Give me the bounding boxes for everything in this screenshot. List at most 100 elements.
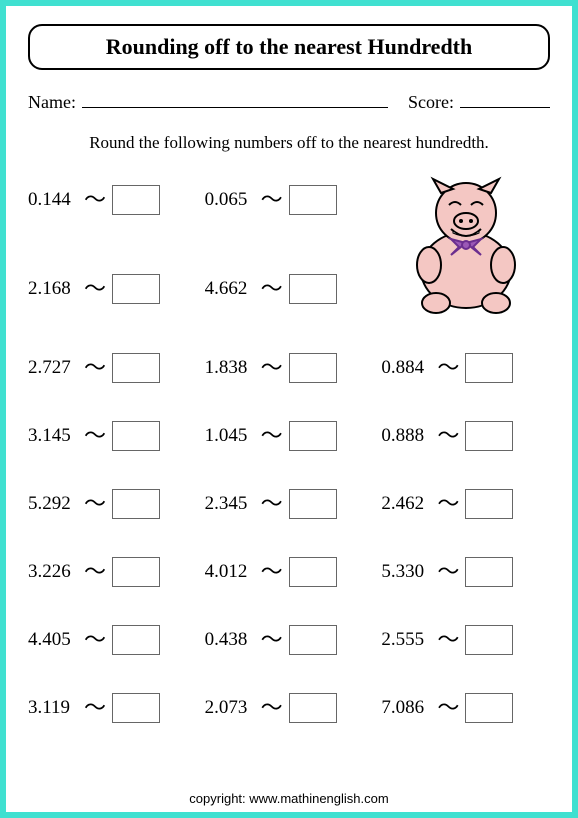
answer-box[interactable]	[112, 489, 160, 519]
problem-number: 1.045	[205, 425, 257, 447]
answer-box[interactable]	[112, 693, 160, 723]
answer-box[interactable]	[289, 353, 337, 383]
approx-symbol: 〜	[437, 697, 459, 719]
answer-box[interactable]	[289, 557, 337, 587]
answer-box[interactable]	[289, 185, 337, 215]
pig-illustration	[381, 175, 550, 315]
name-input-line[interactable]	[82, 88, 388, 108]
problem: 1.045〜	[205, 421, 374, 451]
problem-number: 4.012	[205, 561, 257, 583]
problem: 0.438〜	[205, 625, 374, 655]
approx-symbol: 〜	[84, 425, 106, 447]
problem: 5.292〜	[28, 489, 197, 519]
problem-number: 2.727	[28, 357, 80, 379]
problem-number: 5.292	[28, 493, 80, 515]
problem: 7.086〜	[381, 693, 550, 723]
answer-box[interactable]	[465, 421, 513, 451]
approx-symbol: 〜	[261, 561, 283, 583]
approx-symbol: 〜	[84, 357, 106, 379]
approx-symbol: 〜	[261, 629, 283, 651]
approx-symbol: 〜	[261, 357, 283, 379]
answer-box[interactable]	[465, 693, 513, 723]
problem: 2.168〜	[28, 264, 197, 315]
problem-number: 0.884	[381, 357, 433, 379]
problem: 2.555〜	[381, 625, 550, 655]
approx-symbol: 〜	[84, 697, 106, 719]
problems-grid: 0.144〜0.065〜 2.168〜4.662〜2.727〜1.838〜0.8…	[28, 175, 550, 723]
answer-box[interactable]	[112, 353, 160, 383]
problem-number: 4.405	[28, 629, 80, 651]
pig-icon	[401, 175, 531, 315]
answer-box[interactable]	[465, 489, 513, 519]
copyright-text: copyright: www.mathinenglish.com	[6, 791, 572, 806]
answer-box[interactable]	[465, 625, 513, 655]
answer-box[interactable]	[465, 557, 513, 587]
answer-box[interactable]	[289, 693, 337, 723]
problem-number: 3.119	[28, 697, 80, 719]
problem: 0.065〜	[205, 175, 374, 226]
problem-number: 2.555	[381, 629, 433, 651]
problem: 2.727〜	[28, 353, 197, 383]
approx-symbol: 〜	[261, 425, 283, 447]
answer-box[interactable]	[112, 557, 160, 587]
title-text: Rounding off to the nearest Hundredth	[106, 34, 473, 59]
problem-number: 2.168	[28, 278, 80, 300]
answer-box[interactable]	[289, 274, 337, 304]
approx-symbol: 〜	[437, 357, 459, 379]
problem-number: 2.462	[381, 493, 433, 515]
approx-symbol: 〜	[437, 493, 459, 515]
problem: 0.884〜	[381, 353, 550, 383]
answer-box[interactable]	[112, 185, 160, 215]
problem: 2.462〜	[381, 489, 550, 519]
score-label: Score:	[408, 92, 454, 113]
approx-symbol: 〜	[84, 189, 106, 211]
problem: 5.330〜	[381, 557, 550, 587]
problem: 1.838〜	[205, 353, 374, 383]
problem-number: 3.145	[28, 425, 80, 447]
problem-number: 0.144	[28, 189, 80, 211]
approx-symbol: 〜	[437, 629, 459, 651]
problem-number: 5.330	[381, 561, 433, 583]
approx-symbol: 〜	[261, 189, 283, 211]
approx-symbol: 〜	[261, 493, 283, 515]
problem-number: 7.086	[381, 697, 433, 719]
problem: 0.888〜	[381, 421, 550, 451]
worksheet-frame: Rounding off to the nearest Hundredth Na…	[0, 0, 578, 818]
name-label: Name:	[28, 92, 76, 113]
problem: 3.119〜	[28, 693, 197, 723]
problem: 4.012〜	[205, 557, 374, 587]
approx-symbol: 〜	[261, 697, 283, 719]
instruction-text: Round the following numbers off to the n…	[28, 133, 550, 153]
answer-box[interactable]	[465, 353, 513, 383]
score-input-line[interactable]	[460, 88, 550, 108]
approx-symbol: 〜	[437, 561, 459, 583]
approx-symbol: 〜	[437, 425, 459, 447]
approx-symbol: 〜	[84, 493, 106, 515]
problem: 2.345〜	[205, 489, 374, 519]
problem: 4.405〜	[28, 625, 197, 655]
problem: 3.226〜	[28, 557, 197, 587]
problem-number: 2.073	[205, 697, 257, 719]
answer-box[interactable]	[289, 421, 337, 451]
approx-symbol: 〜	[261, 278, 283, 300]
problem: 0.144〜	[28, 175, 197, 226]
problem-number: 0.438	[205, 629, 257, 651]
problem: 3.145〜	[28, 421, 197, 451]
answer-box[interactable]	[112, 625, 160, 655]
problem-number: 3.226	[28, 561, 80, 583]
answer-box[interactable]	[112, 421, 160, 451]
problem-number: 0.888	[381, 425, 433, 447]
problem: 2.073〜	[205, 693, 374, 723]
problem-number: 1.838	[205, 357, 257, 379]
problem-number: 2.345	[205, 493, 257, 515]
answer-box[interactable]	[289, 489, 337, 519]
problem-number: 4.662	[205, 278, 257, 300]
problem-number: 0.065	[205, 189, 257, 211]
approx-symbol: 〜	[84, 629, 106, 651]
approx-symbol: 〜	[84, 278, 106, 300]
meta-row: Name: Score:	[28, 88, 550, 113]
answer-box[interactable]	[112, 274, 160, 304]
title-box: Rounding off to the nearest Hundredth	[28, 24, 550, 70]
answer-box[interactable]	[289, 625, 337, 655]
approx-symbol: 〜	[84, 561, 106, 583]
